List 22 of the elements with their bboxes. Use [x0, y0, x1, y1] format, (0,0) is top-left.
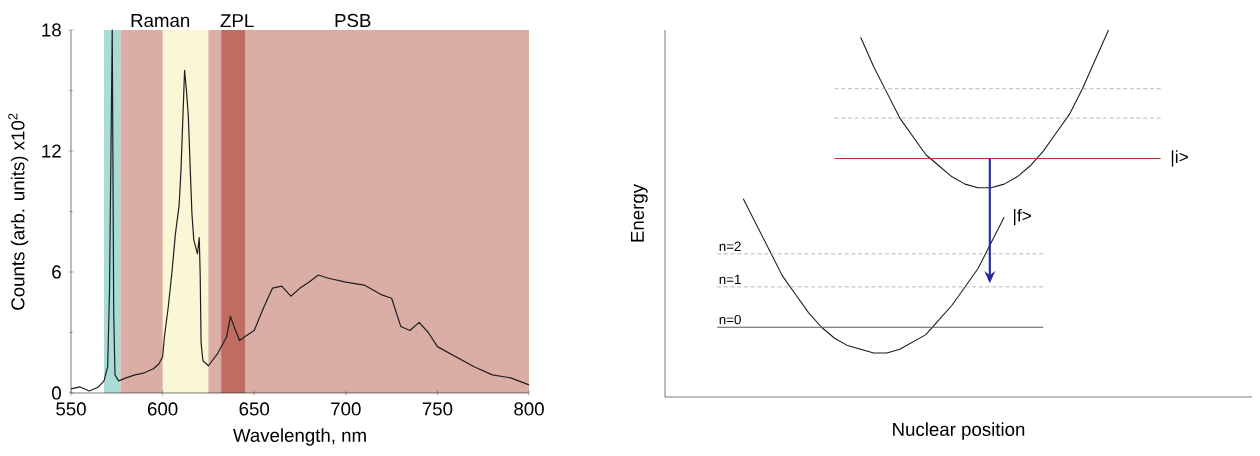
x-tick-label: 600: [147, 402, 178, 416]
series-label: n=0: [719, 314, 741, 325]
band-label: ZPL: [220, 14, 254, 28]
series-label: n=2: [719, 241, 741, 251]
series-label: |i>: [1171, 150, 1188, 167]
x-tick-label: 750: [422, 402, 453, 416]
band-label: Raman: [131, 14, 190, 28]
y-tick-label: 6: [52, 265, 61, 279]
x-tick-label: 550: [56, 402, 86, 416]
y-axis-title: Energy: [630, 183, 648, 242]
band-label: PSB: [335, 13, 371, 28]
x-tick-label: 800: [514, 402, 544, 416]
x-tick-label: 650: [239, 402, 270, 416]
series-label: |f>: [1013, 209, 1032, 226]
x-axis-title: Wavelength, nm: [233, 428, 366, 446]
y-axis-title: Counts (arb. units) x10$^{2}$: [8, 113, 29, 310]
x-tick-label: 700: [331, 402, 361, 416]
y-tick-label: 0: [52, 386, 61, 400]
y-tick-label: 12: [42, 144, 61, 158]
x-axis-title: Nuclear position: [893, 422, 1025, 440]
series-label: n=1: [719, 274, 741, 284]
y-tick-label: 18: [42, 23, 61, 37]
